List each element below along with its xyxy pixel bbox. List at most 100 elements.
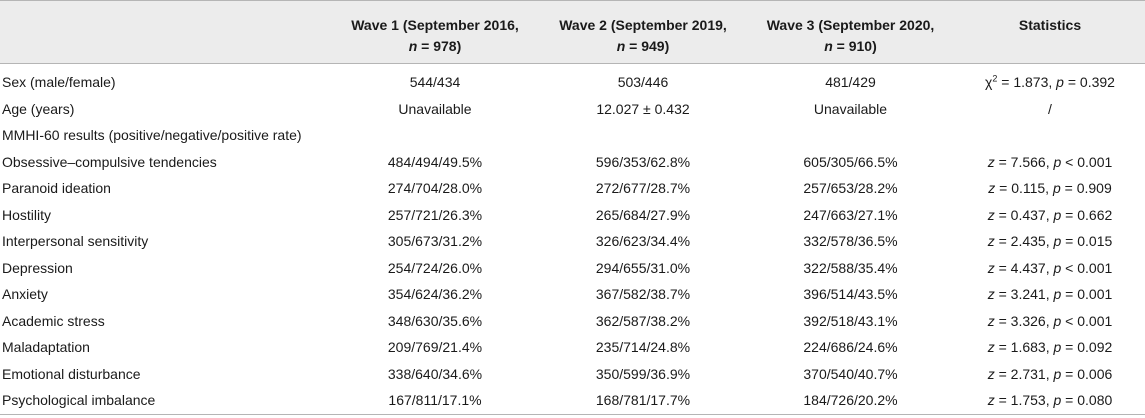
table-row: Anxiety 354/624/36.2% 367/582/38.7% 396/… bbox=[0, 281, 1145, 308]
p-value: = 0.392 bbox=[1063, 74, 1115, 91]
statistics-cell: z = 7.566, p < 0.001 bbox=[955, 149, 1145, 176]
row-label: Academic stress bbox=[2, 312, 105, 329]
wave-2-cell: 326/623/34.4% bbox=[595, 233, 691, 250]
wave-1-cell: 274/704/28.0% bbox=[387, 180, 483, 197]
table-row: Maladaptation 209/769/21.4% 235/714/24.8… bbox=[0, 334, 1145, 361]
statistics-cell bbox=[955, 122, 1145, 149]
p-symbol: p bbox=[1053, 365, 1062, 382]
row-label: Maladaptation bbox=[2, 339, 90, 356]
wave-1-cell: 338/640/34.6% bbox=[387, 365, 483, 382]
wave-2-cell: 362/587/38.2% bbox=[595, 312, 691, 329]
header-empty bbox=[0, 0, 330, 64]
wave-3-cell: 396/514/43.5% bbox=[803, 286, 898, 303]
p-symbol: p bbox=[1053, 392, 1062, 409]
wave-1-cell: 354/624/36.2% bbox=[387, 286, 483, 303]
p-value: < 0.001 bbox=[1061, 312, 1113, 329]
p-value: = 0.092 bbox=[1061, 339, 1113, 356]
header-row: Wave 1 (September 2016, n = 978) Wave 2 … bbox=[0, 0, 1145, 64]
z-value: = 0.437, bbox=[994, 206, 1054, 223]
wave-1-cell: 544/434 bbox=[409, 74, 461, 91]
z-value: = 3.326, bbox=[994, 312, 1054, 329]
z-value: = 7.566, bbox=[994, 153, 1054, 170]
row-label: Depression bbox=[2, 259, 73, 276]
wave-1-title: Wave 1 (September 2016, bbox=[351, 17, 519, 33]
wave-3-cell: 184/726/20.2% bbox=[746, 387, 955, 415]
p-value: = 0.006 bbox=[1061, 365, 1113, 382]
p-value: = 0.662 bbox=[1061, 206, 1113, 223]
p-symbol: p bbox=[1053, 339, 1062, 356]
p-value: = 0.909 bbox=[1060, 180, 1112, 197]
row-label: Anxiety bbox=[2, 286, 48, 303]
z-value: = 2.435, bbox=[994, 233, 1054, 250]
p-value: = 0.080 bbox=[1061, 392, 1113, 409]
p-symbol: p bbox=[1052, 180, 1061, 197]
z-value: = 0.115, bbox=[995, 180, 1053, 197]
wave-3-cell: 224/686/24.6% bbox=[803, 339, 898, 356]
wave-3-cell: 322/588/35.4% bbox=[803, 259, 898, 276]
wave-2-n-value: = 949) bbox=[629, 38, 670, 54]
z-symbol: z bbox=[987, 365, 995, 382]
table-row: Emotional disturbance 338/640/34.6% 350/… bbox=[0, 361, 1145, 388]
table-row: Psychological imbalance 167/811/17.1% 16… bbox=[0, 387, 1145, 415]
row-label: Psychological imbalance bbox=[0, 387, 330, 415]
wave-1-cell: 167/811/17.1% bbox=[330, 387, 540, 415]
statistics-cell: χ2 = 1.873, p = 0.392 bbox=[955, 64, 1145, 96]
table-row: Interpersonal sensitivity 305/673/31.2% … bbox=[0, 228, 1145, 255]
wave-2-cell: 367/582/38.7% bbox=[595, 286, 691, 303]
wave-2-cell: 12.027 ± 0.432 bbox=[596, 100, 690, 117]
row-label: Paranoid ideation bbox=[2, 180, 111, 197]
z-symbol: z bbox=[987, 153, 995, 170]
wave-1-cell: Unavailable bbox=[398, 100, 472, 117]
p-symbol: p bbox=[1053, 206, 1062, 223]
p-symbol: p bbox=[1056, 74, 1064, 91]
table-row: Academic stress 348/630/35.6% 362/587/38… bbox=[0, 308, 1145, 335]
wave-2-cell bbox=[540, 122, 746, 149]
wave-2-cell: 503/446 bbox=[617, 74, 669, 91]
z-symbol: z bbox=[987, 286, 995, 303]
wave-1-cell bbox=[330, 122, 540, 149]
p-symbol: p bbox=[1053, 233, 1062, 250]
p-symbol: p bbox=[1053, 312, 1062, 329]
p-symbol: p bbox=[1053, 153, 1062, 170]
table-row: Hostility 257/721/26.3% 265/684/27.9% 24… bbox=[0, 202, 1145, 229]
row-label: Obsessive–compulsive tendencies bbox=[2, 153, 217, 170]
table-row: MMHI-60 results (positive/negative/posit… bbox=[0, 122, 1145, 149]
z-value: = 1.753, bbox=[994, 392, 1054, 409]
row-label: Age (years) bbox=[2, 100, 75, 117]
wave-2-cell: 265/684/27.9% bbox=[595, 206, 691, 223]
wave-1-cell: 484/494/49.5% bbox=[387, 153, 483, 170]
statistics-cell: z = 4.437, p < 0.001 bbox=[955, 255, 1145, 282]
wave-2-cell: 294/655/31.0% bbox=[595, 259, 691, 276]
wave-3-cell: 605/305/66.5% bbox=[803, 153, 898, 170]
statistics-cell: z = 0.115, p = 0.909 bbox=[955, 175, 1145, 202]
p-symbol: p bbox=[1053, 259, 1062, 276]
table-row: Sex (male/female) 544/434 503/446 481/42… bbox=[0, 64, 1145, 96]
z-symbol: z bbox=[987, 339, 995, 356]
wave-1-n-symbol: n bbox=[408, 38, 418, 54]
row-label: Sex (male/female) bbox=[2, 74, 116, 91]
p-value: = 0.015 bbox=[1061, 233, 1113, 250]
z-symbol: z bbox=[987, 233, 995, 250]
row-label: MMHI-60 results (positive/negative/posit… bbox=[2, 127, 302, 144]
header-statistics: Statistics bbox=[955, 0, 1145, 64]
wave-3-cell: 392/518/43.1% bbox=[803, 312, 898, 329]
wave-1-n-value: = 978) bbox=[421, 38, 462, 54]
z-symbol: z bbox=[987, 312, 995, 329]
wave-3-cell: 481/429 bbox=[825, 74, 876, 91]
header-wave-2: Wave 2 (September 2019, n = 949) bbox=[540, 0, 746, 64]
p-value: = 0.001 bbox=[1061, 286, 1113, 303]
wave-3-cell: Unavailable bbox=[813, 100, 888, 117]
wave-2-n-symbol: n bbox=[616, 38, 626, 54]
z-value: = 3.241, bbox=[994, 286, 1054, 303]
wave-3-cell: 370/540/40.7% bbox=[803, 365, 898, 382]
wave-3-n-symbol: n bbox=[824, 38, 833, 54]
table-row: Paranoid ideation 274/704/28.0% 272/677/… bbox=[0, 175, 1145, 202]
wave-1-cell: 257/721/26.3% bbox=[387, 206, 483, 223]
z-symbol: z bbox=[987, 392, 995, 409]
table-row: Depression 254/724/26.0% 294/655/31.0% 3… bbox=[0, 255, 1145, 282]
p-value: < 0.001 bbox=[1061, 259, 1113, 276]
statistics-cell: z = 0.437, p = 0.662 bbox=[955, 202, 1145, 229]
wave-2-cell: 235/714/24.8% bbox=[595, 339, 691, 356]
p-symbol: p bbox=[1053, 286, 1062, 303]
